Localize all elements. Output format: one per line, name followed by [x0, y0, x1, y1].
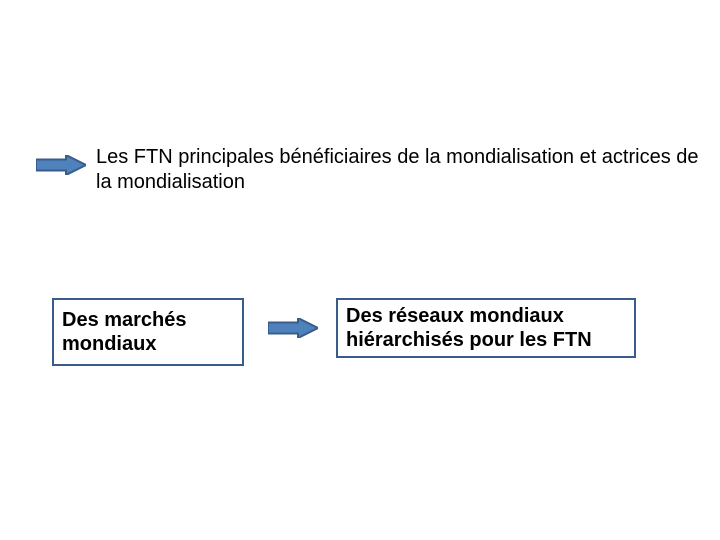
box-markets: Des marchés mondiaux [52, 298, 244, 366]
arrow-icon [36, 155, 86, 175]
arrow-icon [268, 318, 318, 338]
box-markets-label: Des marchés mondiaux [62, 308, 242, 356]
box-networks: Des réseaux mondiaux hiérarchisés pour l… [336, 298, 636, 358]
slide-canvas: Les FTN principales bénéficiaires de la … [0, 0, 720, 540]
box-networks-label: Des réseaux mondiaux hiérarchisés pour l… [346, 304, 634, 352]
main-statement-text: Les FTN principales bénéficiaires de la … [96, 145, 708, 195]
